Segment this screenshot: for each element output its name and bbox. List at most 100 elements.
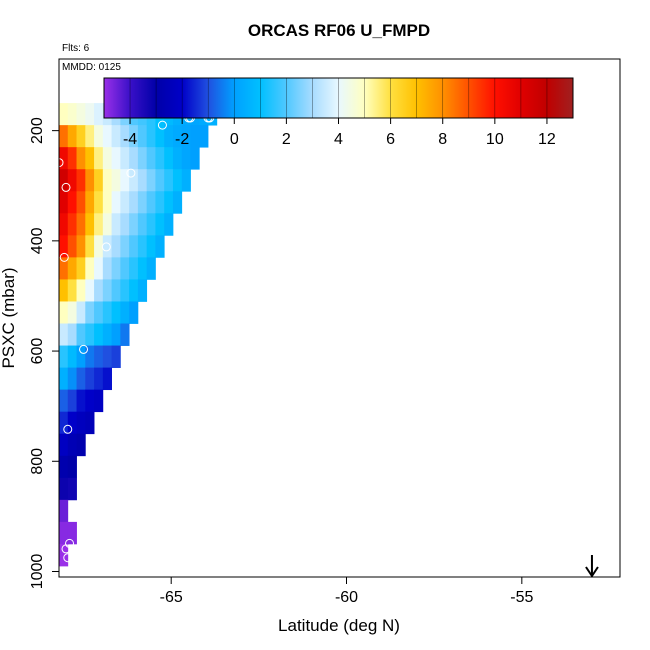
heatmap-cell [146,125,156,148]
heatmap-cell [120,125,130,148]
y-axis: 200 400 600 800 1000 [29,117,59,589]
heatmap-cell [129,169,139,192]
down-arrow-icon [585,555,599,578]
heatmap-cell [85,367,95,391]
heatmap-cell [146,213,156,236]
heatmap-cell [164,125,174,148]
heatmap-cell [94,103,104,126]
heatmap-cell [67,389,77,413]
heatmap-cell [164,213,174,236]
heatmap-cell [76,257,86,280]
heatmap-cell [94,257,104,280]
heatmap-cell [111,345,121,368]
heatmap-cell [59,455,69,479]
heatmap-cell [94,169,104,192]
heatmap-cell [102,235,112,258]
y-tick-label: 1000 [29,554,46,590]
heatmap-cell [137,169,148,192]
heatmap-cell [76,411,86,435]
colorbar-ticks: -4 -2 0 2 4 6 8 10 12 [123,78,556,148]
heatmap-cell [181,125,191,148]
colorbar-tick-label: 10 [486,131,504,148]
heatmap-cell [59,147,69,170]
heatmap-cell [67,235,77,258]
heatmap-cell [59,169,69,192]
chart-title: ORCAS RF06 U_FMPD [248,21,430,40]
heatmap-cell [102,257,112,280]
colorbar-tick-label: -4 [123,131,137,148]
heatmap-cell [67,125,77,148]
heatmap-cell [59,433,69,457]
heatmap-cell [76,235,86,258]
heatmap-cell [199,125,209,148]
heatmap-cell [172,147,183,170]
heatmap-cell [129,147,139,170]
heatmap-cell [76,301,86,324]
plot-frame [58,58,621,578]
heatmap-cell [111,191,121,214]
heatmap-cell [137,191,148,214]
heatmap-cell [129,279,139,302]
heatmap-cell [59,367,69,391]
heatmap-cell [102,147,112,170]
y-tick-label: 600 [29,338,46,365]
heatmap-cell [85,411,95,435]
flight-marker [63,424,73,434]
heatmap-cell [67,169,77,192]
x-axis-label: Latitude (deg N) [278,616,400,635]
heatmap-cell [76,103,86,126]
heatmap-cell [111,257,121,280]
heatmap-cell [94,191,104,214]
heatmap-cell [102,213,112,236]
heatmap-cell [164,169,174,192]
heatmap-cell [137,213,148,236]
heatmap-cell [76,345,86,368]
heatmap-cell [94,279,104,302]
heatmap-cell [120,279,130,302]
flight-marker [126,168,136,178]
heatmap-cell [59,191,69,214]
heatmap-cell [146,235,156,258]
heatmap-cell [67,301,77,324]
heatmap-cell [102,367,112,391]
heatmap-cell [67,411,77,435]
heatmap-cell [67,147,77,170]
heatmap-cell [59,279,69,302]
heatmap-cell [85,279,95,302]
heatmap-cell [94,323,104,346]
x-axis: -65 -60 -55 [160,577,533,606]
x-tick-label: -55 [510,589,533,606]
heatmap-cell [102,323,112,346]
heatmap-cell [181,169,191,192]
heatmap-cell [59,345,69,368]
heatmap-cell [137,257,148,280]
heatmap-cell [129,235,139,258]
heatmap-cell [94,213,104,236]
heatmap-cell [111,125,121,148]
colorbar-tick-label: 8 [438,131,447,148]
heatmap-cell [190,125,200,148]
heatmap-cell [67,279,77,302]
flight-marker [59,252,69,262]
heatmap-cell [85,103,95,126]
heatmap-cell [155,125,165,148]
heatmap-cell [111,279,121,302]
heatmap-cell [76,279,86,302]
x-tick-label: -60 [335,589,358,606]
heatmap-cell [102,345,112,368]
heatmap-cell [137,235,148,258]
heatmap-cell [59,521,69,545]
heatmap-cell [164,191,174,214]
heatmap-cell [59,411,69,435]
heatmap-cell [59,323,69,346]
heatmap-cell [76,389,86,413]
heatmap-cell [59,213,69,236]
heatmap-cell [102,125,112,148]
heatmap-cell [94,345,104,368]
colorbar-tick-label: -2 [175,131,189,148]
heatmap-cell [67,521,77,545]
flights-label: Flts: 6 [62,43,90,54]
heatmap-cell [111,235,121,258]
y-tick-label: 400 [29,227,46,254]
